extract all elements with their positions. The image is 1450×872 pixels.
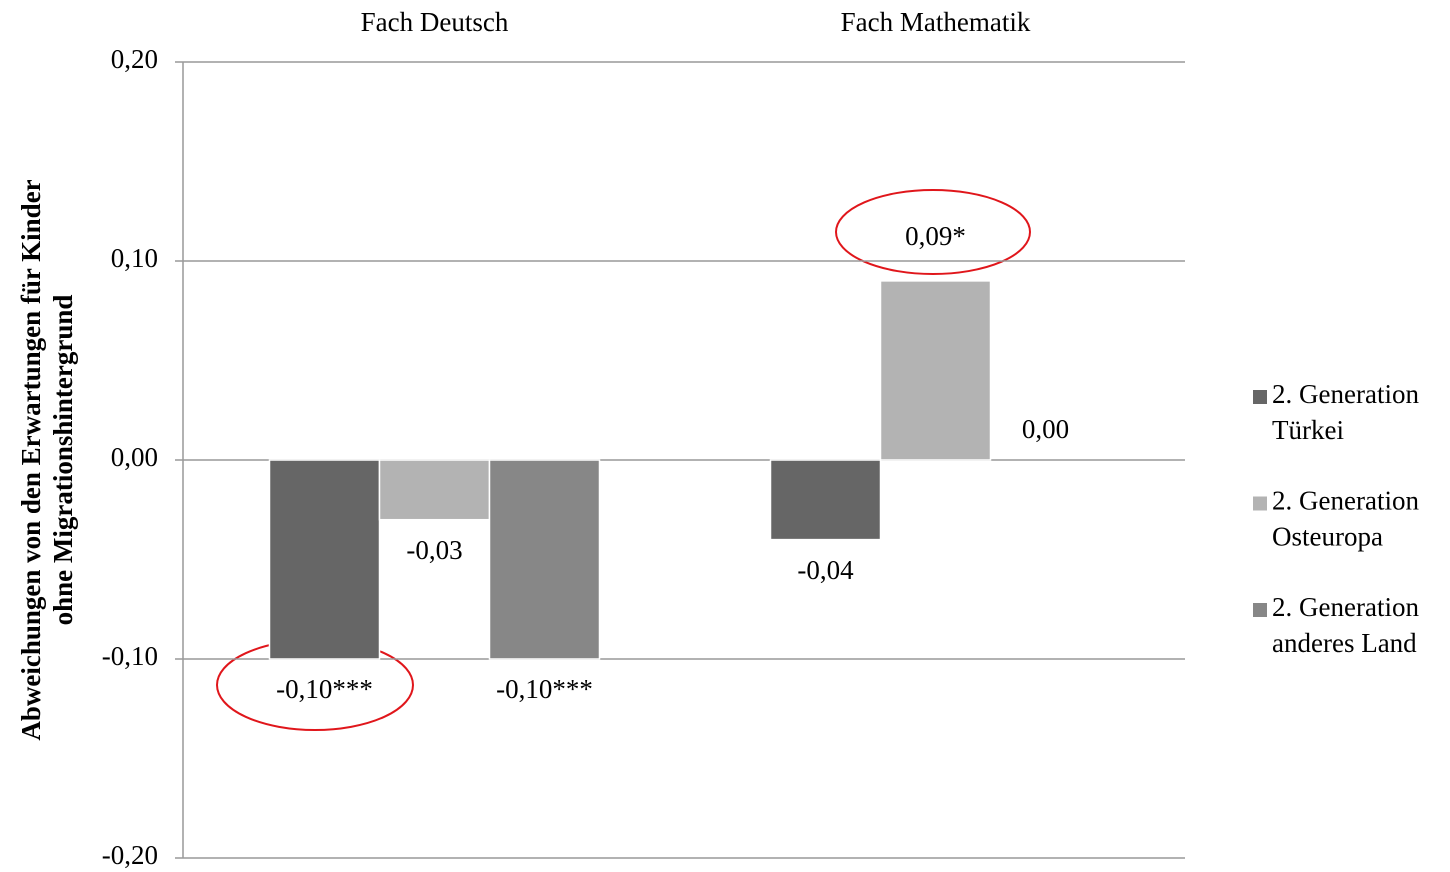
data-label: -0,04 xyxy=(797,555,854,585)
category-label: Fach Deutsch xyxy=(361,7,509,37)
category-label: Fach Mathematik xyxy=(841,7,1031,37)
data-label: 0,00 xyxy=(1022,414,1069,444)
legend-label-line: 2. Generation xyxy=(1272,379,1419,409)
y-axis-title: Abweichungen von den Erwartungen für Kin… xyxy=(16,179,78,740)
data-label: -0,10*** xyxy=(276,674,373,704)
y-axis-title-line: ohne Migrationshintergrund xyxy=(48,295,78,626)
legend-label-line: Türkei xyxy=(1272,415,1344,445)
legend-label-line: 2. Generation xyxy=(1272,592,1419,622)
legend-label-line: Osteuropa xyxy=(1272,522,1383,552)
bar xyxy=(378,459,491,521)
bar xyxy=(488,459,601,660)
legend-label: 2. Generation Osteuropa xyxy=(1272,486,1419,552)
legend-swatch xyxy=(1253,603,1267,617)
y-tick-label: 0,00 xyxy=(111,442,158,472)
data-label: -0,10*** xyxy=(496,674,593,704)
y-tick-label: -0,20 xyxy=(102,840,158,870)
legend-label: 2. Generation anderes Land xyxy=(1272,592,1419,658)
legend-swatch xyxy=(1253,390,1267,404)
y-axis-title-line: Abweichungen von den Erwartungen für Kin… xyxy=(16,179,46,740)
y-tick-label: -0,10 xyxy=(102,641,158,671)
data-label: 0,09* xyxy=(905,221,966,251)
bar xyxy=(268,459,381,660)
highlight-ellipse xyxy=(835,189,1031,275)
data-label: -0,03 xyxy=(406,535,462,565)
y-tick-label: 0,10 xyxy=(111,243,158,273)
legend-label: 2. Generation Türkei xyxy=(1272,379,1419,445)
bar xyxy=(879,280,992,461)
legend-swatch xyxy=(1253,496,1267,511)
bar xyxy=(769,459,882,541)
y-tick-label: 0,20 xyxy=(111,44,158,74)
legend-label-line: 2. Generation xyxy=(1272,486,1419,516)
legend-label-line: anderes Land xyxy=(1272,628,1417,658)
